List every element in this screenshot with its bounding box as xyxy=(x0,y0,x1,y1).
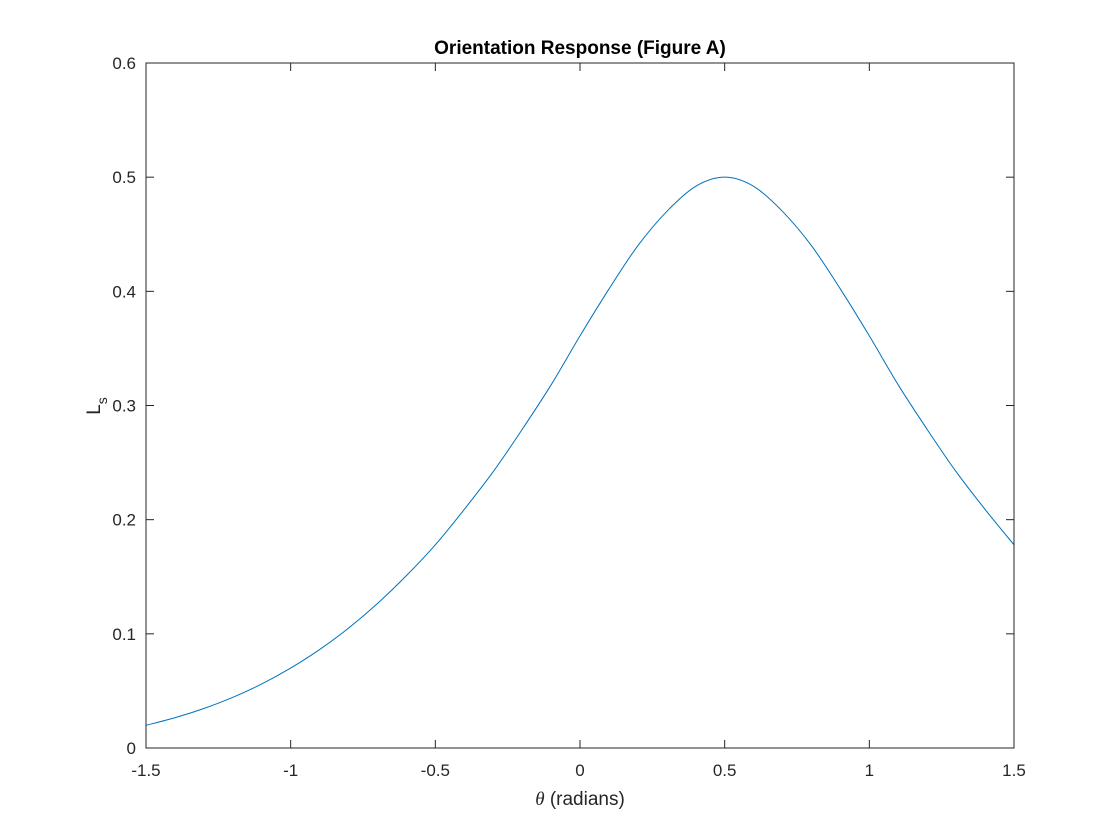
y-tick-label: 0.6 xyxy=(112,54,136,73)
x-tick-label: 1 xyxy=(865,761,874,780)
y-tick-label: 0.5 xyxy=(112,168,136,187)
y-axis-subscript: s xyxy=(94,397,110,404)
y-tick-label: 0.2 xyxy=(112,511,136,530)
x-tick-label: -1 xyxy=(283,761,298,780)
series-line xyxy=(146,176,1014,726)
x-tick-label: 0.5 xyxy=(713,761,737,780)
axes-box xyxy=(145,62,1015,749)
x-tick-label: 1.5 xyxy=(1002,761,1026,780)
axis-ticks xyxy=(145,62,1015,749)
y-tick-labels: 0 0.1 0.2 0.3 0.4 0.5 0.6 xyxy=(112,54,136,758)
x-tick-label: -1.5 xyxy=(131,761,160,780)
y-tick-label: 0 xyxy=(127,739,136,758)
chart-title: Orientation Response (Figure A) xyxy=(434,38,726,59)
x-axis-symbol: θ xyxy=(535,789,544,810)
y-axis-label: Ls xyxy=(84,397,110,415)
x-axis-unit: (radians) xyxy=(545,789,625,810)
x-tick-label: -0.5 xyxy=(421,761,450,780)
x-tick-label: 0 xyxy=(575,761,584,780)
y-tick-label: 0.3 xyxy=(112,397,136,416)
series-layer xyxy=(146,176,1014,726)
y-tick-label: 0.4 xyxy=(112,282,136,301)
svg-text:Ls: Ls xyxy=(84,397,110,415)
y-tick-label: 0.1 xyxy=(112,625,136,644)
x-axis-label: θ (radians) xyxy=(535,789,625,810)
x-tick-labels: -1.5 -1 -0.5 0 0.5 1 1.5 xyxy=(131,761,1025,780)
y-axis-main: L xyxy=(84,404,105,415)
